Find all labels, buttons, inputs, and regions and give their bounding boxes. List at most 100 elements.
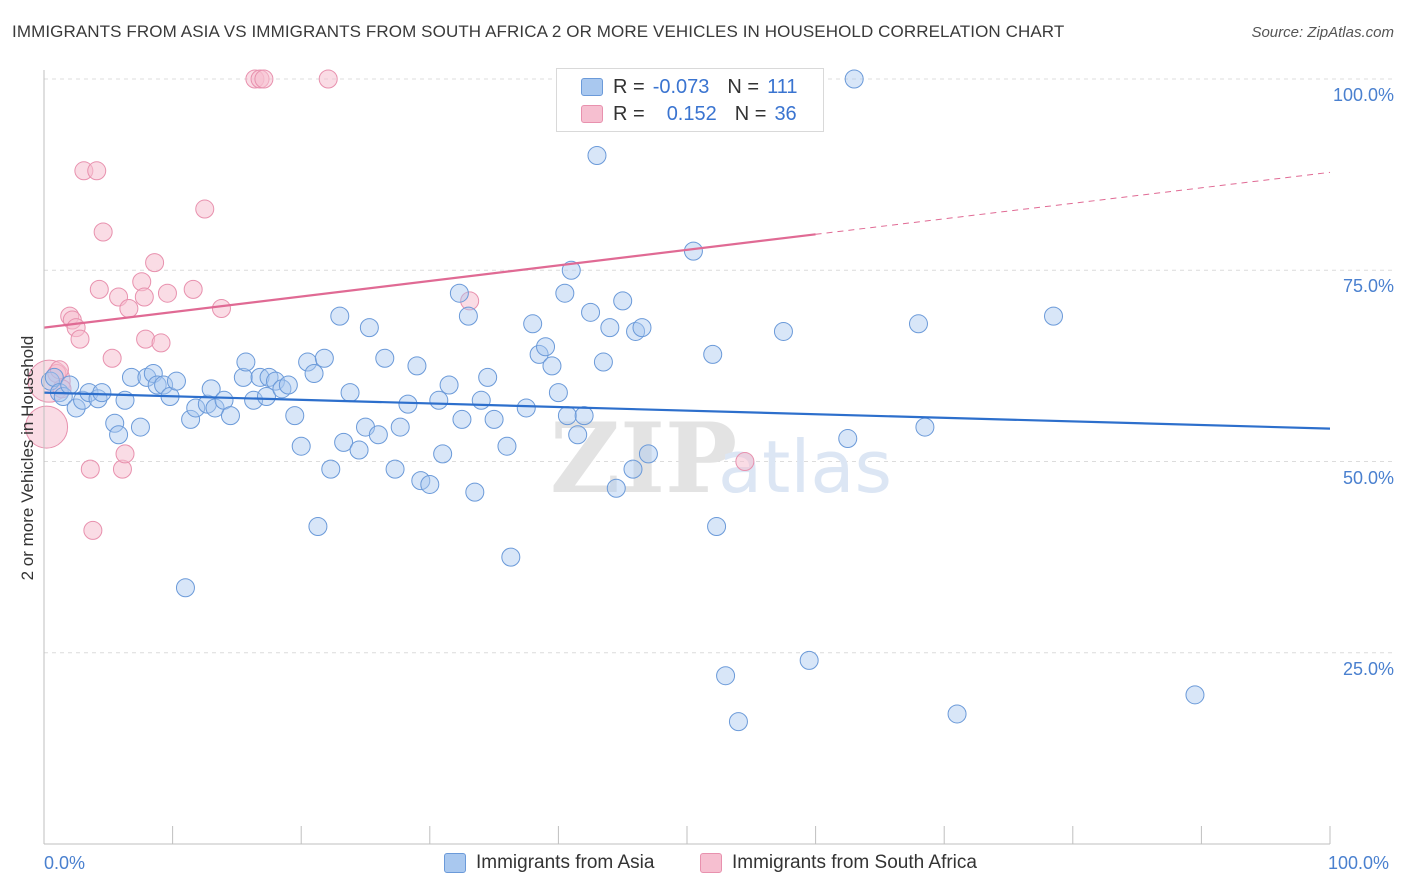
data-point-asia (449, 283, 469, 303)
data-point-south-africa (89, 279, 109, 299)
data-point-asia (175, 578, 195, 598)
trendlines (43, 171, 1331, 430)
x-tick-label-min: 0.0% (44, 853, 86, 873)
legend-n-label: N = (727, 75, 760, 98)
legend-n-value-south-africa: 36 (774, 102, 797, 125)
data-point-asia (844, 69, 864, 89)
data-point-asia (536, 337, 556, 357)
legend-label-asia: Immigrants from Asia (476, 852, 655, 873)
data-point-south-africa (70, 329, 90, 349)
data-point-asia (60, 375, 80, 395)
data-point-south-africa (145, 253, 165, 273)
axes (43, 70, 1331, 845)
data-point-asia (130, 417, 150, 437)
data-point-asia (334, 432, 354, 452)
data-point-asia (220, 406, 240, 426)
data-point-south-africa (151, 333, 171, 353)
source-credit: Source: ZipAtlas.com (1251, 24, 1394, 41)
legend-n-value-asia: 111 (767, 75, 798, 98)
data-point-asia (375, 348, 395, 368)
data-point-asia (439, 375, 459, 395)
data-point-asia (471, 390, 491, 410)
data-point-asia (623, 459, 643, 479)
data-point-asia (147, 375, 167, 395)
data-point-asia (321, 459, 341, 479)
data-point-south-africa (183, 279, 203, 299)
correlation-legend: R = -0.073 N = 111 R = 0.152 N = 36 (556, 68, 824, 132)
data-point-asia (501, 547, 521, 567)
data-point-asia (236, 352, 256, 372)
data-point-asia (398, 394, 418, 414)
data-point-asia (314, 348, 334, 368)
legend-swatch-asia (581, 78, 603, 96)
data-point-asia (716, 666, 736, 686)
data-point-asia (433, 444, 453, 464)
data-point-asia (121, 367, 141, 387)
data-point-asia (340, 383, 360, 403)
data-point-asia (265, 371, 285, 391)
data-point-asia (420, 474, 440, 494)
watermark-zip: ZIP (550, 402, 737, 515)
data-point-asia (368, 425, 388, 445)
data-point-asia (458, 306, 478, 326)
data-point-asia (799, 650, 819, 670)
data-point-asia (407, 356, 427, 376)
data-point-asia (908, 314, 928, 334)
data-point-asia (728, 712, 748, 732)
data-point-asia (349, 440, 369, 460)
data-point-asia (478, 367, 498, 387)
data-point-asia (542, 356, 562, 376)
south-africa-points (25, 69, 755, 540)
trendline-south-africa (43, 233, 816, 329)
data-point-south-africa (119, 299, 139, 318)
data-point-asia (632, 318, 652, 338)
data-point-asia (181, 409, 201, 429)
data-point-south-africa (80, 459, 100, 479)
legend-item-asia[interactable]: Immigrants from Asia (444, 852, 654, 874)
data-point-south-africa (115, 444, 135, 464)
data-point-south-africa (211, 299, 231, 318)
data-point-asia (166, 371, 186, 391)
legend-item-south-africa[interactable]: Immigrants from South Africa (700, 852, 977, 874)
legend-swatch-south-africa (581, 105, 603, 123)
data-point-asia (707, 517, 727, 537)
data-point-asia (484, 409, 504, 429)
data-point-asia (308, 517, 328, 537)
asia-points (40, 69, 1205, 732)
trendline-south-africa (815, 171, 1331, 235)
data-point-asia (613, 291, 633, 311)
data-point-asia (593, 352, 613, 372)
data-point-asia (497, 436, 517, 456)
data-point-south-africa (318, 69, 338, 89)
data-point-asia (574, 406, 594, 426)
y-tick-label: 75.0% (1342, 276, 1394, 297)
data-point-south-africa (735, 452, 755, 471)
data-point-asia (529, 344, 549, 364)
data-point-asia (683, 241, 703, 261)
data-point-asia (947, 704, 967, 724)
data-point-asia (581, 302, 601, 322)
data-point-asia (606, 478, 626, 498)
data-point-asia (186, 398, 206, 418)
y-axis-label: 2 or more Vehicles in Household (18, 335, 37, 581)
data-point-asia (385, 459, 405, 479)
legend-r-label: R = (613, 75, 645, 98)
data-point-south-africa (102, 348, 122, 368)
data-point-asia (278, 375, 298, 395)
data-point-asia (154, 375, 174, 395)
data-point-south-africa (25, 405, 69, 449)
watermark: ZIP atlas (550, 402, 892, 515)
legend-swatch-south-africa (700, 853, 722, 873)
y-tick-label: 25.0% (1342, 658, 1394, 679)
data-point-south-africa (195, 199, 215, 219)
data-point-asia (105, 413, 125, 433)
data-point-asia (44, 367, 64, 387)
data-point-asia (568, 425, 588, 445)
data-point-asia (359, 318, 379, 338)
data-point-south-africa (134, 287, 154, 307)
legend-r-label: R = (613, 102, 645, 125)
legend-r-value-south-africa: 0.152 (666, 102, 717, 125)
x-tick-label-max: 100.0% (1328, 853, 1390, 873)
data-point-asia (109, 425, 129, 445)
